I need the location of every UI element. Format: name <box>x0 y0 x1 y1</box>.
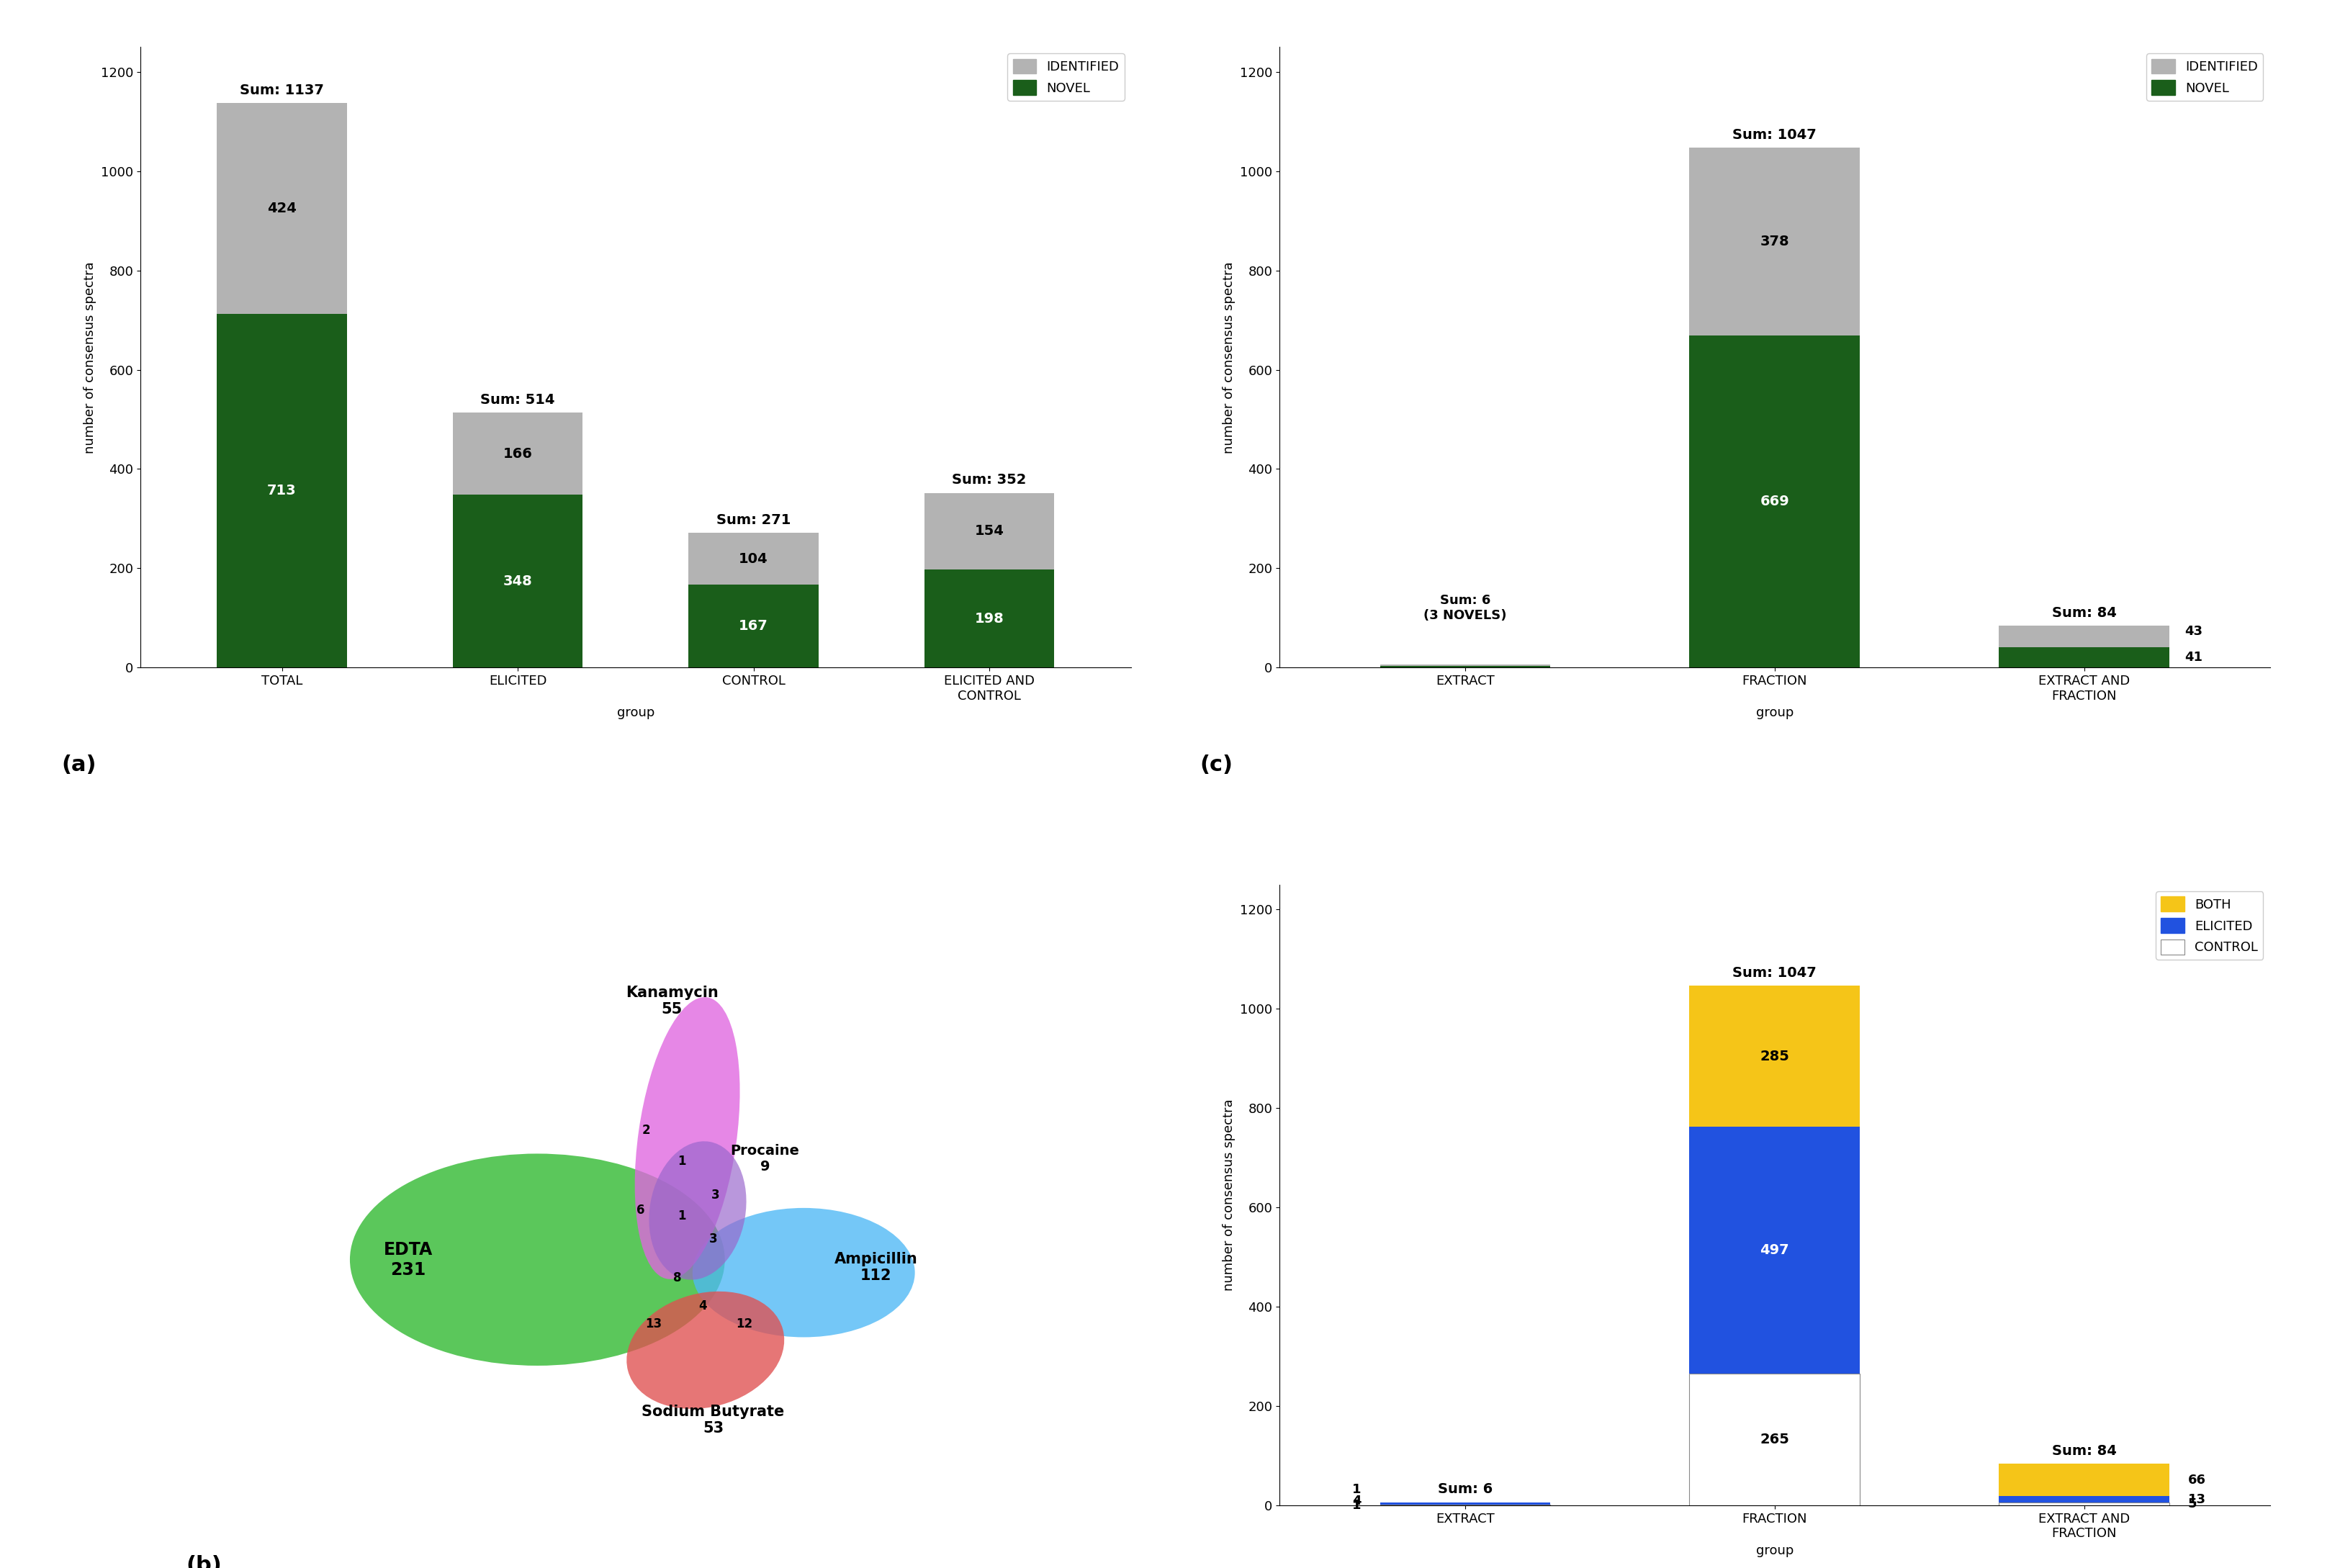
Text: 13: 13 <box>646 1317 662 1331</box>
Text: 166: 166 <box>503 447 534 461</box>
Text: 167: 167 <box>739 619 768 633</box>
Bar <box>1689 1127 1860 1374</box>
Text: 669: 669 <box>1760 494 1790 508</box>
Bar <box>1689 336 1860 668</box>
Ellipse shape <box>634 997 739 1279</box>
Text: 4: 4 <box>700 1300 707 1312</box>
Bar <box>1998 648 2169 668</box>
Bar <box>1689 986 1860 1127</box>
Text: Sum: 514: Sum: 514 <box>480 392 555 406</box>
Text: (c): (c) <box>1200 754 1233 775</box>
Text: 198: 198 <box>976 612 1004 626</box>
Text: 1: 1 <box>679 1156 686 1168</box>
Text: 4: 4 <box>1353 1494 1362 1508</box>
Text: Sum: 1047: Sum: 1047 <box>1732 129 1816 141</box>
Text: Sum: 84: Sum: 84 <box>2052 607 2115 619</box>
Text: 1: 1 <box>1353 1483 1362 1496</box>
Text: Sodium Butyrate
53: Sodium Butyrate 53 <box>641 1405 784 1436</box>
Text: 497: 497 <box>1760 1243 1790 1258</box>
Bar <box>1689 1374 1860 1505</box>
Legend: IDENTIFIED, NOVEL: IDENTIFIED, NOVEL <box>1009 53 1123 100</box>
Text: 1: 1 <box>1353 1499 1362 1512</box>
X-axis label: group: group <box>1755 707 1792 720</box>
Bar <box>1998 1463 2169 1496</box>
Text: Sum: 1137: Sum: 1137 <box>239 83 323 97</box>
X-axis label: group: group <box>618 707 655 720</box>
Bar <box>1381 1502 1549 1505</box>
Text: Sum: 271: Sum: 271 <box>716 513 791 527</box>
Ellipse shape <box>648 1142 746 1279</box>
Bar <box>1998 626 2169 648</box>
Text: EDTA
231: EDTA 231 <box>384 1240 433 1278</box>
Text: Sum: 1047: Sum: 1047 <box>1732 966 1816 980</box>
Text: 424: 424 <box>267 202 297 215</box>
Text: Sum: 6
(3 NOVELS): Sum: 6 (3 NOVELS) <box>1423 594 1507 622</box>
Text: 6: 6 <box>636 1204 646 1217</box>
Bar <box>1998 1496 2169 1502</box>
Bar <box>1689 147 1860 336</box>
Text: Sum: 352: Sum: 352 <box>952 474 1027 488</box>
Text: 13: 13 <box>2188 1493 2207 1505</box>
Bar <box>454 412 583 495</box>
Text: Ampicillin
112: Ampicillin 112 <box>835 1251 917 1283</box>
Text: (b): (b) <box>185 1555 222 1568</box>
Y-axis label: number of consensus spectra: number of consensus spectra <box>1224 1099 1236 1290</box>
Text: 713: 713 <box>267 485 297 497</box>
Text: 1: 1 <box>679 1209 686 1221</box>
Text: 41: 41 <box>2186 651 2202 663</box>
Legend: IDENTIFIED, NOVEL: IDENTIFIED, NOVEL <box>2146 53 2263 100</box>
Ellipse shape <box>351 1154 725 1366</box>
Text: Sum: 84: Sum: 84 <box>2052 1444 2115 1458</box>
Text: 348: 348 <box>503 574 534 588</box>
Bar <box>688 585 819 668</box>
Text: 3: 3 <box>709 1232 718 1245</box>
X-axis label: group: group <box>1755 1544 1792 1557</box>
Text: 378: 378 <box>1760 235 1790 248</box>
Legend: BOTH, ELICITED, CONTROL: BOTH, ELICITED, CONTROL <box>2155 891 2263 960</box>
Y-axis label: number of consensus spectra: number of consensus spectra <box>1224 262 1236 453</box>
Bar <box>218 103 346 314</box>
Text: 154: 154 <box>976 524 1004 538</box>
Text: 2: 2 <box>641 1124 651 1137</box>
Bar <box>924 492 1055 569</box>
Text: Sum: 6: Sum: 6 <box>1437 1483 1493 1496</box>
Text: 43: 43 <box>2186 624 2202 638</box>
Text: 285: 285 <box>1760 1049 1790 1063</box>
Bar <box>1998 1502 2169 1505</box>
Bar <box>688 533 819 585</box>
Text: 8: 8 <box>674 1272 681 1284</box>
Bar <box>454 495 583 668</box>
Y-axis label: number of consensus spectra: number of consensus spectra <box>84 262 96 453</box>
Text: (a): (a) <box>61 754 96 775</box>
Ellipse shape <box>693 1207 915 1338</box>
Text: 265: 265 <box>1760 1433 1790 1446</box>
Text: 5: 5 <box>2188 1497 2197 1510</box>
Bar <box>218 314 346 668</box>
Text: Procaine
9: Procaine 9 <box>730 1145 800 1173</box>
Text: 66: 66 <box>2188 1474 2207 1486</box>
Text: 12: 12 <box>735 1317 753 1331</box>
Text: Kanamycin
55: Kanamycin 55 <box>625 986 718 1016</box>
Text: 104: 104 <box>739 552 768 566</box>
Ellipse shape <box>627 1292 784 1410</box>
Bar <box>924 569 1055 668</box>
Text: 3: 3 <box>711 1189 721 1201</box>
